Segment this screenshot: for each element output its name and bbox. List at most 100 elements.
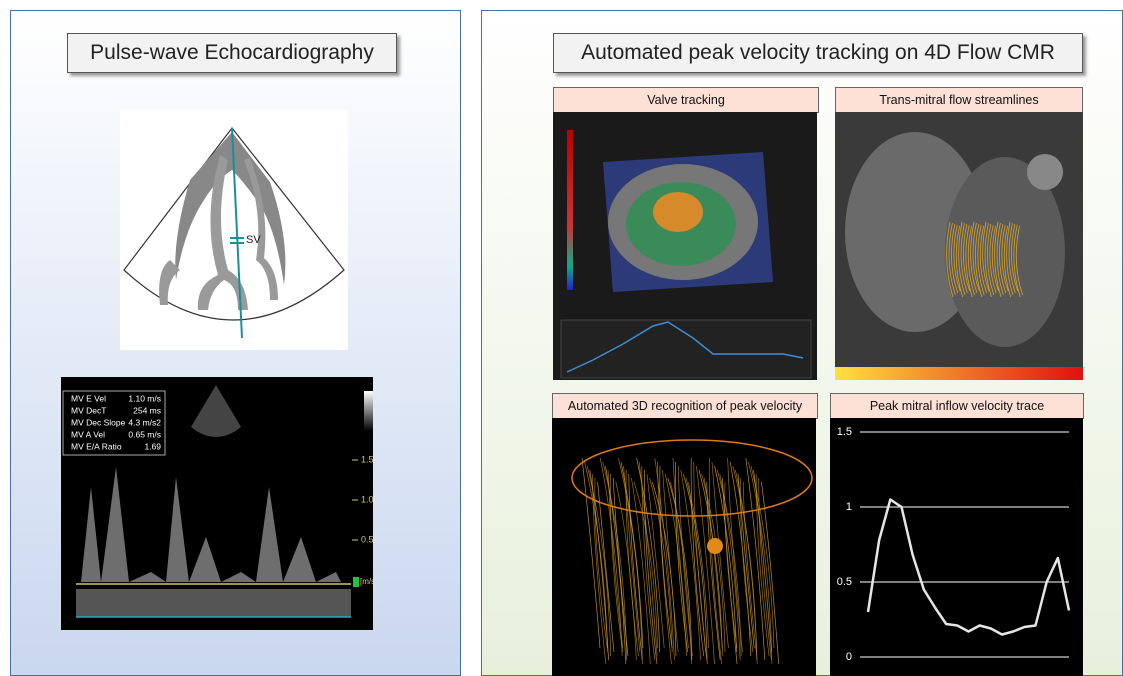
echo-diagram: SV (120, 110, 348, 350)
streamline (657, 461, 672, 665)
streamline (693, 461, 708, 661)
streamline (724, 481, 738, 649)
streamline (623, 465, 641, 653)
streamline (641, 465, 656, 661)
streamline (948, 222, 956, 296)
doppler-image: MV E Vel 1.10 m/s MV DecT 254 ms MV Dec Slop… (61, 377, 373, 630)
streamline (610, 473, 623, 653)
streamline (677, 465, 693, 657)
streamline (706, 481, 721, 661)
streamline (659, 465, 673, 649)
streamline (758, 477, 772, 661)
measurement-label: MV DecT (71, 405, 106, 415)
streamline (982, 221, 990, 292)
streamline (753, 469, 772, 653)
peak-velocity-3d-image (552, 418, 816, 676)
streamline (1006, 221, 1014, 296)
y-tick-label: 1.5 (837, 426, 852, 438)
streamline (680, 469, 701, 661)
streamline (967, 225, 975, 296)
streamline (696, 465, 715, 665)
left-title: Pulse-wave Echocardiography (67, 33, 397, 73)
streamline (683, 473, 708, 665)
streamline (612, 477, 629, 657)
streamline (955, 225, 963, 298)
streamline (761, 481, 780, 665)
streamline (1003, 225, 1011, 298)
streamline (607, 469, 624, 649)
streamline (1015, 225, 1023, 296)
streamline (951, 223, 959, 294)
streamline (991, 225, 999, 292)
streamline (649, 477, 673, 653)
streamline (651, 481, 677, 657)
scale-label: 1.5 (361, 454, 373, 464)
streamline (690, 457, 705, 657)
measurement-label: MV Dec Slope (71, 417, 126, 427)
panel-header: Valve tracking (553, 87, 819, 113)
panel-header: Peak mitral inflow velocity trace (830, 393, 1084, 419)
panel-header: Trans-mitral flow streamlines (835, 87, 1083, 113)
scale-label: 0.5 (361, 534, 373, 544)
peak-point (707, 538, 723, 554)
valve-tracking-image (553, 112, 817, 380)
measurement-value: 4.3 m/s2 (128, 417, 161, 427)
streamline (643, 469, 658, 665)
streamline (963, 223, 971, 292)
y-tick-label: 0.5 (837, 576, 852, 588)
streamline (597, 481, 615, 653)
streamline (727, 457, 743, 653)
streamline (722, 477, 738, 665)
measurement-value: 254 ms (133, 405, 161, 415)
y-tick-label: 0 (846, 651, 852, 663)
streamline (745, 457, 766, 661)
y-tick-label: 1 (846, 501, 852, 513)
streamline (737, 473, 755, 649)
streamline (628, 473, 643, 661)
streamline (667, 477, 693, 661)
measurement-label: MV E/A Ratio (71, 441, 122, 451)
streamline (972, 222, 980, 292)
streamline (975, 223, 983, 298)
streamline (1001, 224, 1009, 292)
velocity-chart: 0 0.5 1 1.5 (830, 418, 1083, 676)
streamline-image (835, 112, 1083, 380)
streamline (1011, 223, 1019, 292)
streamline (755, 473, 770, 657)
streamline (675, 461, 688, 653)
unit-label: [m/s] (360, 577, 373, 586)
streamline (618, 457, 643, 665)
streamline (662, 469, 679, 653)
streamline (708, 457, 723, 665)
streamline (984, 222, 992, 298)
streamline (1013, 224, 1021, 298)
streamline (953, 224, 961, 292)
peak-plane (571, 439, 813, 517)
right-title: Automated peak velocity tracking on 4D F… (553, 33, 1083, 73)
streamline (638, 461, 658, 657)
measurement-label: MV E Vel (71, 393, 106, 403)
streamline (672, 457, 689, 649)
streamline (994, 221, 1002, 298)
streamline (714, 465, 737, 653)
streamline (960, 222, 968, 294)
streamline (592, 473, 607, 665)
streamline (633, 481, 658, 649)
streamline (581, 457, 601, 649)
streamline (958, 221, 966, 296)
streamline (631, 477, 651, 665)
streamline (594, 477, 608, 649)
sv-label: SV (246, 234, 261, 246)
scale-label: 1.0 (361, 494, 373, 504)
streamline (740, 477, 754, 653)
streamline (977, 224, 985, 296)
velocity-line (866, 498, 1071, 636)
streamline (742, 481, 758, 657)
streamline (999, 223, 1007, 294)
measurement-label: MV A Vel (71, 429, 105, 439)
streamline (970, 221, 978, 294)
streamline (646, 473, 665, 649)
streamline (996, 222, 1004, 296)
measurement-value: 1.69 (144, 441, 161, 451)
